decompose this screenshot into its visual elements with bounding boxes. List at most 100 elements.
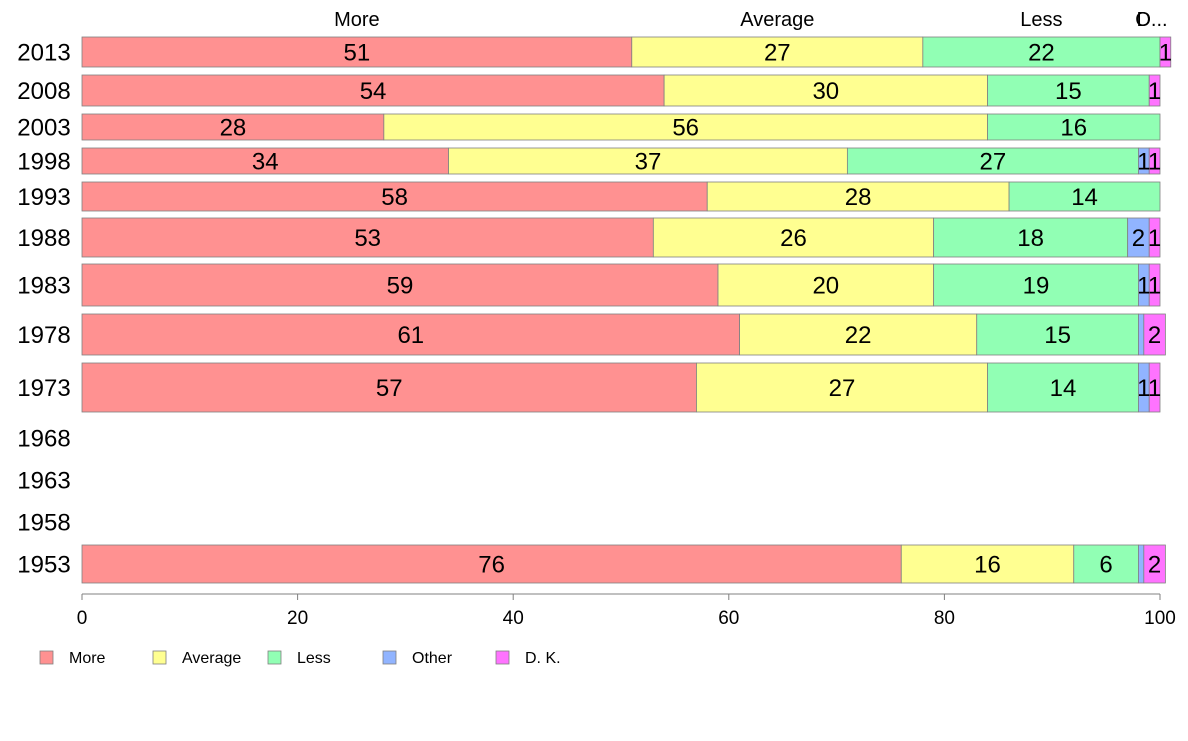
bar-segment-1973-less [987, 362, 1139, 413]
data-label-2003-less: 16 [1060, 115, 1087, 142]
bar-segment-1988-less [933, 217, 1129, 258]
data-label-1978-less: 15 [1044, 322, 1071, 349]
year-label-2008: 2008 [17, 78, 70, 105]
year-label-1978: 1978 [17, 322, 70, 349]
legend-label-dk: D. K. [525, 650, 561, 667]
data-label-2013-less: 22 [1028, 40, 1055, 67]
legend-swatch-dk [495, 650, 510, 665]
column-header-2: Less [1020, 9, 1062, 31]
data-label-1988-less: 18 [1017, 225, 1044, 252]
x-tick-label-40: 40 [503, 608, 524, 629]
bar-segment-2008-dk [1148, 74, 1161, 107]
x-tick-label-100: 100 [1144, 608, 1176, 629]
bar-segment-2013-dk [1159, 36, 1172, 68]
year-label-1983: 1983 [17, 273, 70, 300]
legend: More Average Less Other D. K. [39, 650, 561, 667]
data-label-2008-dk: 1 [1148, 78, 1161, 105]
bar-segment-1978-average [739, 313, 978, 356]
data-label-1998-other: 1 [1137, 149, 1150, 176]
data-label-2008-average: 30 [812, 78, 839, 105]
bar-segment-1983-less [933, 263, 1139, 307]
bar-segment-1978-other [1138, 313, 1145, 356]
year-label-2003: 2003 [17, 115, 70, 142]
data-label-1993-more: 58 [381, 184, 408, 211]
bar-segment-1983-dk [1148, 263, 1161, 307]
bar-segment-2008-less [987, 74, 1150, 107]
data-label-1973-other: 1 [1137, 375, 1150, 402]
data-label-1998-more: 34 [252, 149, 279, 176]
year-label-1988: 1988 [17, 225, 70, 252]
bar-segment-2003-less [987, 113, 1161, 141]
bar-segment-1953-other [1138, 544, 1145, 584]
data-label-1998-average: 37 [635, 149, 662, 176]
bar-segment-1978-dk [1143, 313, 1166, 356]
data-label-1983-more: 59 [387, 273, 414, 300]
bar-segment-2013-less [922, 36, 1161, 68]
data-label-1978-average: 22 [845, 322, 872, 349]
data-label-1953-average: 16 [974, 552, 1001, 579]
data-label-1983-average: 20 [812, 273, 839, 300]
legend-swatch-less [267, 650, 282, 665]
x-tick-label-60: 60 [718, 608, 739, 629]
bar-segment-1983-average [717, 263, 935, 307]
legend-swatch-other [382, 650, 397, 665]
bar-segment-1993-average [706, 181, 1010, 212]
bar-segment-1953-less [1073, 544, 1139, 584]
bar-segment-1998-less [846, 147, 1139, 175]
legend-swatch-more [39, 650, 54, 665]
bar-segment-2013-average [631, 36, 924, 68]
data-label-1993-average: 28 [845, 184, 872, 211]
data-label-2013-dk: 1 [1159, 40, 1172, 67]
x-tick-label-80: 80 [934, 608, 955, 629]
column-header-0: More [334, 9, 380, 31]
bar-segment-1998-dk [1148, 147, 1161, 175]
data-label-2008-less: 15 [1055, 78, 1082, 105]
data-label-2013-average: 27 [764, 40, 791, 67]
data-label-1983-less: 19 [1023, 273, 1050, 300]
data-label-1953-dk: 2 [1148, 552, 1161, 579]
legend-label-less: Less [297, 650, 331, 667]
bar-segment-1953-average [900, 544, 1075, 584]
bar-segment-1953-more [81, 544, 902, 584]
data-label-1978-more: 61 [397, 322, 424, 349]
data-label-1973-less: 14 [1050, 375, 1077, 402]
legend-label-average: Average [182, 650, 241, 667]
year-label-1968: 1968 [17, 426, 70, 453]
data-label-1983-dk: 1 [1148, 273, 1161, 300]
bar-segment-2013-more [81, 36, 633, 68]
x-tick-label-0: 0 [77, 608, 88, 629]
x-tick-label-20: 20 [287, 608, 308, 629]
bar-segment-1973-average [696, 362, 988, 413]
data-label-1988-dk: 1 [1148, 225, 1161, 252]
year-label-1998: 1998 [17, 149, 70, 176]
year-label-1953: 1953 [17, 552, 70, 579]
legend-label-more: More [69, 650, 106, 667]
bar-segment-1988-dk [1148, 217, 1161, 258]
data-label-1953-more: 76 [478, 552, 505, 579]
year-label-2013: 2013 [17, 40, 70, 67]
bar-segment-1983-more [81, 263, 719, 307]
year-labels-layer: 2013 2008 2003 1998 1993 1988 1983 1978 1973 1968… [17, 40, 70, 579]
legend-label-other: Other [412, 650, 453, 667]
data-label-1953-less: 6 [1099, 552, 1112, 579]
data-label-1988-other: 2 [1132, 225, 1145, 252]
year-label-1963: 1963 [17, 468, 70, 495]
bar-segment-1988-more [81, 217, 654, 258]
data-label-1988-more: 53 [354, 225, 381, 252]
data-label-1973-average: 27 [829, 375, 856, 402]
x-axis: 0 20 40 60 80 100 [77, 593, 1176, 629]
data-label-1993-less: 14 [1071, 184, 1098, 211]
data-label-2013-more: 51 [344, 40, 371, 67]
year-label-1958: 1958 [17, 510, 70, 537]
bar-segment-2003-more [81, 113, 385, 141]
data-label-1973-more: 57 [376, 375, 403, 402]
data-label-1988-average: 26 [780, 225, 807, 252]
data-label-1978-dk: 2 [1148, 322, 1161, 349]
column-headers-layer: More Average Less OD... [334, 9, 1167, 31]
data-label-2003-more: 28 [220, 115, 247, 142]
legend-swatch-average [152, 650, 167, 665]
data-label-2008-more: 54 [360, 78, 387, 105]
